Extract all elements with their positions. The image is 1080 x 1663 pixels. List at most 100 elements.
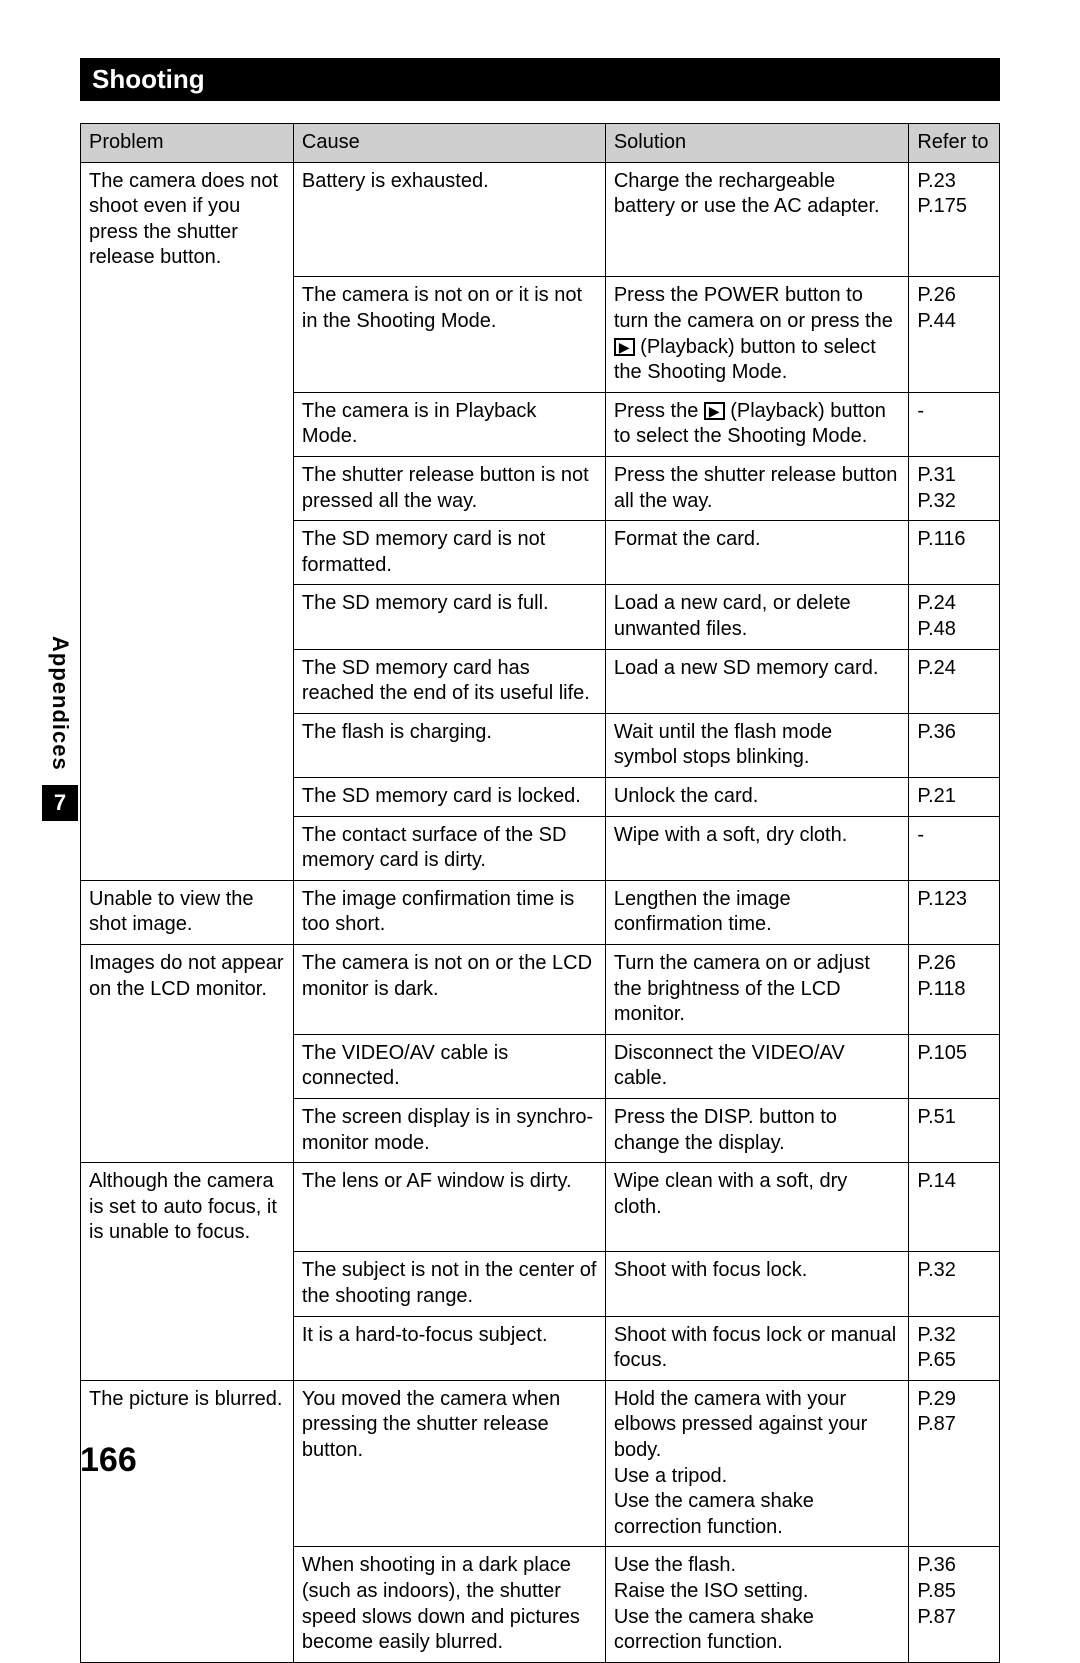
cell-problem: Images do not appear on the LCD monitor.: [81, 944, 294, 1034]
playback-icon: ▶: [704, 402, 725, 420]
cell-refer: P.32P.65: [909, 1316, 1000, 1380]
cell-solution: Format the card.: [605, 521, 909, 585]
header-solution: Solution: [605, 124, 909, 163]
cell-cause: The flash is charging.: [293, 713, 605, 777]
table-header-row: Problem Cause Solution Refer to: [81, 124, 1000, 163]
cell-cause: The camera is not on or it is not in the…: [293, 277, 605, 392]
table-row: The shutter release button is not presse…: [81, 457, 1000, 521]
cell-refer: P.32: [909, 1252, 1000, 1316]
header-cause: Cause: [293, 124, 605, 163]
cell-cause: You moved the camera when pressing the s…: [293, 1380, 605, 1547]
side-tab-number: 7: [42, 785, 78, 821]
cell-cause: The subject is not in the center of the …: [293, 1252, 605, 1316]
cell-solution: Wipe clean with a soft, dry cloth.: [605, 1163, 909, 1252]
table-row: The camera does not shoot even if you pr…: [81, 162, 1000, 277]
page: Shooting Problem Cause Solution Refer to…: [0, 0, 1080, 1528]
table-row: The flash is charging.Wait until the fla…: [81, 713, 1000, 777]
cell-refer: P.24P.48: [909, 585, 1000, 649]
cell-cause: When shooting in a dark place (such as i…: [293, 1547, 605, 1662]
cell-problem: [81, 457, 294, 521]
cell-solution: Turn the camera on or adjust the brightn…: [605, 944, 909, 1034]
cell-refer: P.116: [909, 521, 1000, 585]
cell-solution: Load a new SD memory card.: [605, 649, 909, 713]
cell-solution: Hold the camera with your elbows pressed…: [605, 1380, 909, 1547]
table-row: It is a hard-to-focus subject.Shoot with…: [81, 1316, 1000, 1380]
section-title: Shooting: [80, 58, 1000, 101]
cell-cause: The screen display is in synchro-monitor…: [293, 1098, 605, 1162]
table-row: The SD memory card is locked.Unlock the …: [81, 777, 1000, 816]
table-row: The camera is in Playback Mode.Press the…: [81, 392, 1000, 456]
cell-solution: Press the shutter release button all the…: [605, 457, 909, 521]
cell-problem: [81, 713, 294, 777]
side-tab: Appendices 7: [42, 636, 78, 821]
cell-problem: [81, 1034, 294, 1098]
cell-solution: Unlock the card.: [605, 777, 909, 816]
cell-problem: [81, 277, 294, 392]
cell-refer: -: [909, 816, 1000, 880]
table-row: Images do not appear on the LCD monitor.…: [81, 944, 1000, 1034]
table-row: The SD memory card is full.Load a new ca…: [81, 585, 1000, 649]
cell-problem: [81, 1316, 294, 1380]
cell-solution: Shoot with focus lock or manual focus.: [605, 1316, 909, 1380]
table-row: When shooting in a dark place (such as i…: [81, 1547, 1000, 1662]
troubleshooting-table: Problem Cause Solution Refer to The came…: [80, 123, 1000, 1663]
cell-refer: P.26P.118: [909, 944, 1000, 1034]
cell-refer: P.14: [909, 1163, 1000, 1252]
cell-cause: The camera is in Playback Mode.: [293, 392, 605, 456]
cell-refer: P.24: [909, 649, 1000, 713]
cell-problem: [81, 392, 294, 456]
cell-cause: The SD memory card is full.: [293, 585, 605, 649]
playback-icon: ▶: [614, 338, 635, 356]
table-row: The contact surface of the SD memory car…: [81, 816, 1000, 880]
cell-cause: The SD memory card is locked.: [293, 777, 605, 816]
cell-cause: The SD memory card is not formatted.: [293, 521, 605, 585]
cell-refer: P.21: [909, 777, 1000, 816]
cell-cause: The SD memory card has reached the end o…: [293, 649, 605, 713]
header-problem: Problem: [81, 124, 294, 163]
cell-problem: [81, 649, 294, 713]
cell-solution: Press the POWER button to turn the camer…: [605, 277, 909, 392]
table-row: The camera is not on or it is not in the…: [81, 277, 1000, 392]
cell-refer: P.26P.44: [909, 277, 1000, 392]
cell-cause: The contact surface of the SD memory car…: [293, 816, 605, 880]
table-row: The screen display is in synchro-monitor…: [81, 1098, 1000, 1162]
cell-cause: The camera is not on or the LCD monitor …: [293, 944, 605, 1034]
cell-solution: Charge the rechargeable battery or use t…: [605, 162, 909, 277]
cell-problem: [81, 1252, 294, 1316]
cell-refer: P.123: [909, 880, 1000, 944]
cell-solution: Wait until the flash mode symbol stops b…: [605, 713, 909, 777]
cell-cause: The VIDEO/AV cable is connected.: [293, 1034, 605, 1098]
cell-refer: P.36: [909, 713, 1000, 777]
cell-cause: The lens or AF window is dirty.: [293, 1163, 605, 1252]
cell-cause: Battery is exhausted.: [293, 162, 605, 277]
cell-refer: P.105: [909, 1034, 1000, 1098]
cell-solution: Wipe with a soft, dry cloth.: [605, 816, 909, 880]
cell-refer: P.36P.85P.87: [909, 1547, 1000, 1662]
cell-problem: Although the camera is set to auto focus…: [81, 1163, 294, 1252]
table-row: The picture is blurred.You moved the cam…: [81, 1380, 1000, 1547]
cell-solution: Disconnect the VIDEO/AV cable.: [605, 1034, 909, 1098]
page-number: 166: [80, 1441, 137, 1480]
cell-solution: Lengthen the image confirmation time.: [605, 880, 909, 944]
side-tab-label: Appendices: [47, 636, 73, 771]
table-row: Although the camera is set to auto focus…: [81, 1163, 1000, 1252]
table-row: The SD memory card is not formatted.Form…: [81, 521, 1000, 585]
cell-cause: The image confirmation time is too short…: [293, 880, 605, 944]
cell-refer: P.51: [909, 1098, 1000, 1162]
cell-problem: The camera does not shoot even if you pr…: [81, 162, 294, 277]
cell-problem: Unable to view the shot image.: [81, 880, 294, 944]
cell-cause: It is a hard-to-focus subject.: [293, 1316, 605, 1380]
cell-solution: Press the DISP. button to change the dis…: [605, 1098, 909, 1162]
cell-problem: [81, 585, 294, 649]
cell-refer: P.31P.32: [909, 457, 1000, 521]
cell-refer: -: [909, 392, 1000, 456]
cell-solution: Load a new card, or delete unwanted file…: [605, 585, 909, 649]
table-row: The subject is not in the center of the …: [81, 1252, 1000, 1316]
cell-problem: [81, 777, 294, 816]
cell-refer: P.29P.87: [909, 1380, 1000, 1547]
cell-cause: The shutter release button is not presse…: [293, 457, 605, 521]
cell-solution: Use the flash.Raise the ISO setting.Use …: [605, 1547, 909, 1662]
cell-problem: [81, 521, 294, 585]
table-row: Unable to view the shot image.The image …: [81, 880, 1000, 944]
cell-problem: [81, 816, 294, 880]
